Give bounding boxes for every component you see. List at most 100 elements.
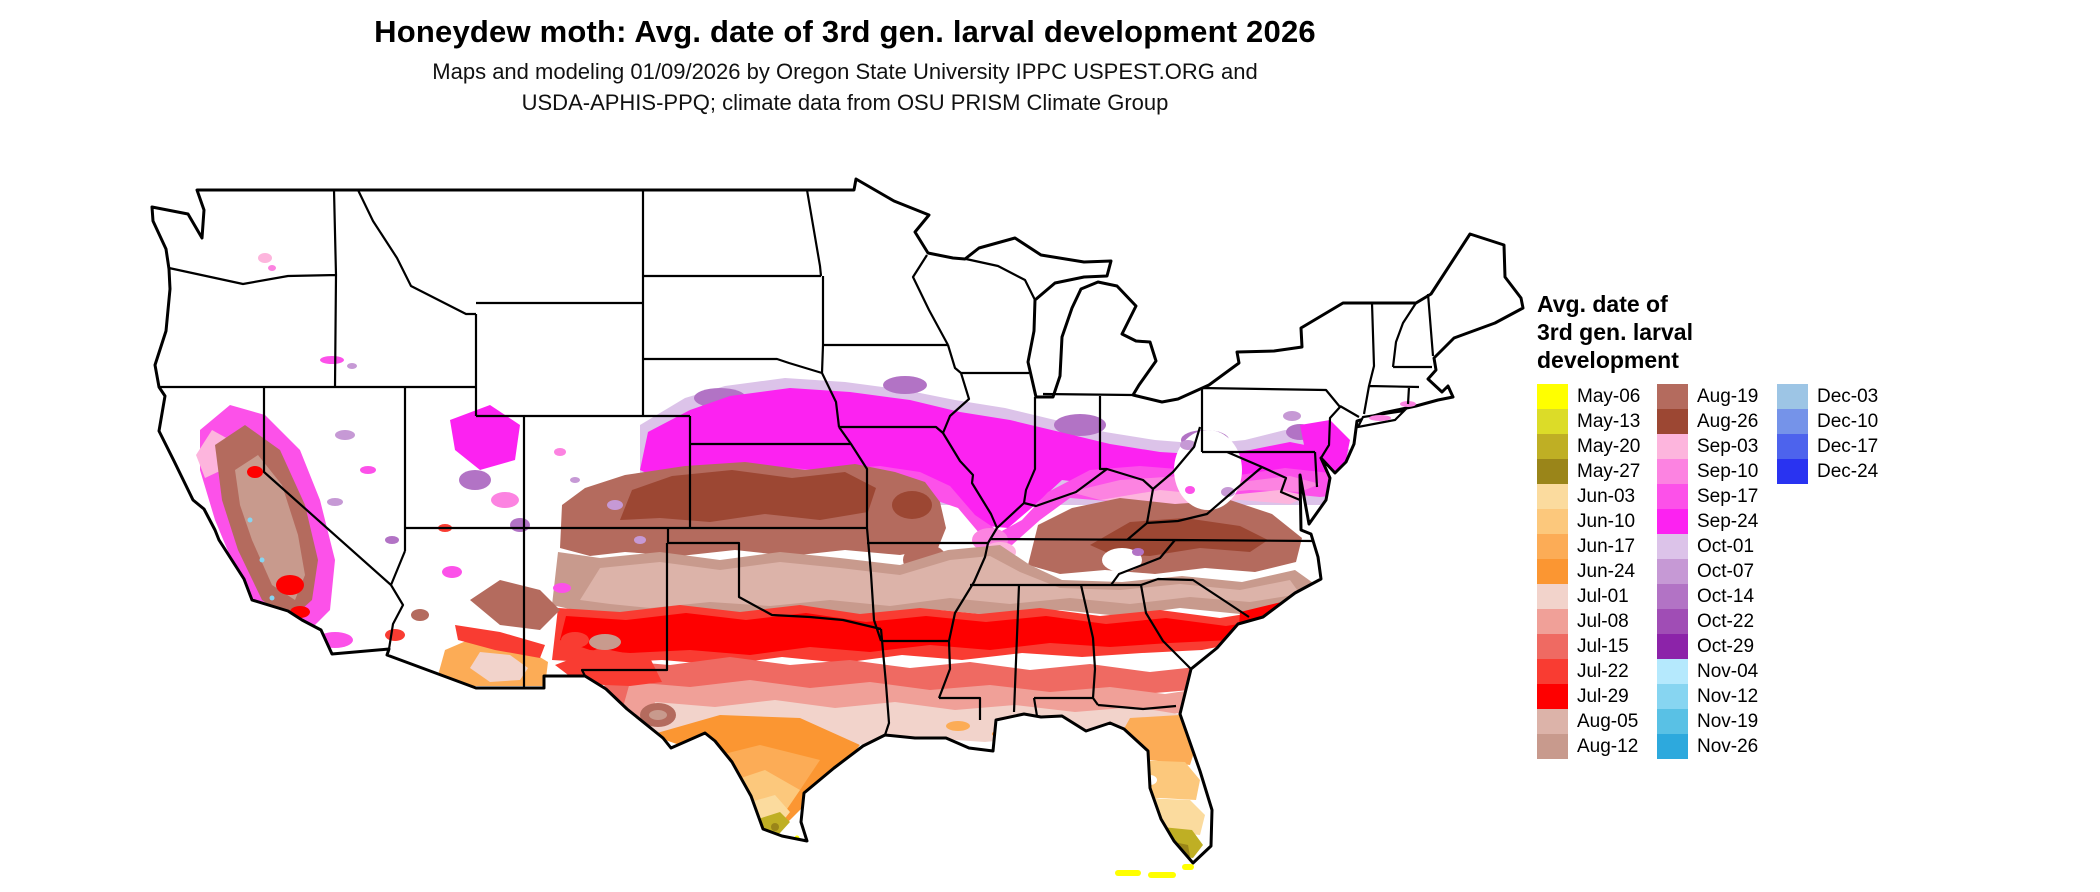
- legend-label: Jul-08: [1577, 610, 1629, 632]
- legend-item: Jul-22: [1537, 659, 1657, 684]
- legend-swatch: [1537, 709, 1568, 734]
- legend-column-1: May-06 May-13 May-20 May-27 Jun-03 Jun-1…: [1537, 384, 1657, 759]
- legend-item: Dec-10: [1777, 409, 1897, 434]
- legend-item: Nov-26: [1657, 734, 1777, 759]
- legend-swatch: [1537, 684, 1568, 709]
- florida-keys: [1115, 864, 1194, 878]
- legend-item: Aug-26: [1657, 409, 1777, 434]
- legend-label: Oct-29: [1697, 635, 1755, 657]
- subtitle-line-1: Maps and modeling 01/09/2026 by Oregon S…: [432, 59, 1258, 84]
- legend-item: Aug-19: [1657, 384, 1777, 409]
- legend-item: Dec-17: [1777, 434, 1897, 459]
- legend-swatch: [1777, 459, 1808, 484]
- legend-swatch: [1777, 409, 1808, 434]
- legend-label: Jul-29: [1577, 685, 1629, 707]
- legend-item: Sep-03: [1657, 434, 1777, 459]
- map-title: Honeydew moth: Avg. date of 3rd gen. lar…: [374, 14, 1316, 49]
- legend-column-2: Aug-19 Aug-26 Sep-03 Sep-10 Sep-17 Sep-2…: [1657, 384, 1777, 759]
- legend-item: May-13: [1537, 409, 1657, 434]
- legend-swatch: [1777, 434, 1808, 459]
- legend-item: Oct-01: [1657, 534, 1777, 559]
- legend-label: Jul-01: [1577, 585, 1629, 607]
- legend-label: Oct-22: [1697, 610, 1755, 632]
- us-outline: [150, 177, 1525, 865]
- legend-swatch: [1537, 534, 1568, 559]
- legend-item: Dec-03: [1777, 384, 1897, 409]
- legend-item: May-20: [1537, 434, 1657, 459]
- legend-label: Sep-24: [1697, 510, 1759, 532]
- legend-column-3: Dec-03 Dec-10 Dec-17 Dec-24: [1777, 384, 1897, 759]
- legend-label: Jul-22: [1577, 660, 1629, 682]
- legend-item: May-06: [1537, 384, 1657, 409]
- legend-label: Jun-24: [1577, 560, 1636, 582]
- legend-label: Nov-12: [1697, 685, 1759, 707]
- legend-item: Jun-03: [1537, 484, 1657, 509]
- legend-item: Oct-14: [1657, 584, 1777, 609]
- legend-swatch: [1537, 634, 1568, 659]
- legend-item: Jul-01: [1537, 584, 1657, 609]
- legend-swatch: [1537, 734, 1568, 759]
- legend-label: Nov-26: [1697, 735, 1759, 757]
- legend-label: Dec-24: [1817, 460, 1879, 482]
- legend-item: Oct-22: [1657, 609, 1777, 634]
- legend-item: Oct-07: [1657, 559, 1777, 584]
- map-subtitle: Maps and modeling 01/09/2026 by Oregon S…: [0, 56, 1690, 118]
- legend-swatch: [1657, 459, 1688, 484]
- legend-swatch: [1657, 684, 1688, 709]
- legend-item: Sep-10: [1657, 459, 1777, 484]
- legend-item: May-27: [1537, 459, 1657, 484]
- legend-swatch: [1537, 559, 1568, 584]
- legend-label: Sep-10: [1697, 460, 1759, 482]
- legend-label: Dec-03: [1817, 385, 1879, 407]
- legend-swatch: [1537, 509, 1568, 534]
- legend-swatch: [1657, 659, 1688, 684]
- subtitle-line-2: USDA-APHIS-PPQ; climate data from OSU PR…: [521, 90, 1169, 115]
- legend-item: Jul-08: [1537, 609, 1657, 634]
- legend-swatch: [1537, 434, 1568, 459]
- legend-label: Aug-12: [1577, 735, 1639, 757]
- legend-label: Jun-17: [1577, 535, 1636, 557]
- legend-title-line-1: Avg. date of: [1537, 291, 1668, 317]
- legend-item: Jun-24: [1537, 559, 1657, 584]
- legend-label: Jul-15: [1577, 635, 1629, 657]
- legend-label: Oct-01: [1697, 535, 1755, 557]
- legend-item: Jul-15: [1537, 634, 1657, 659]
- legend-swatch: [1657, 434, 1688, 459]
- legend-label: Jun-03: [1577, 485, 1636, 507]
- legend-item: Dec-24: [1777, 459, 1897, 484]
- legend-item: Jul-29: [1537, 684, 1657, 709]
- legend-swatch: [1537, 409, 1568, 434]
- legend-item: Jun-17: [1537, 534, 1657, 559]
- legend-label: Aug-19: [1697, 385, 1759, 407]
- legend-columns: May-06 May-13 May-20 May-27 Jun-03 Jun-1…: [1537, 384, 2097, 759]
- legend-label: May-13: [1577, 410, 1641, 432]
- legend-swatch: [1657, 734, 1688, 759]
- legend-label: Sep-17: [1697, 485, 1759, 507]
- legend-label: Jun-10: [1577, 510, 1636, 532]
- legend-swatch: [1657, 509, 1688, 534]
- legend-label: May-27: [1577, 460, 1641, 482]
- legend-swatch: [1537, 384, 1568, 409]
- legend-label: Aug-05: [1577, 710, 1639, 732]
- legend: Avg. date of 3rd gen. larval development…: [1537, 290, 2097, 759]
- legend-label: Nov-04: [1697, 660, 1759, 682]
- legend-swatch: [1537, 484, 1568, 509]
- legend-swatch: [1537, 584, 1568, 609]
- legend-label: Oct-14: [1697, 585, 1755, 607]
- legend-swatch: [1657, 584, 1688, 609]
- header: Honeydew moth: Avg. date of 3rd gen. lar…: [0, 14, 1690, 118]
- legend-swatch: [1657, 609, 1688, 634]
- legend-swatch: [1657, 534, 1688, 559]
- legend-item: Sep-24: [1657, 509, 1777, 534]
- legend-item: Nov-19: [1657, 709, 1777, 734]
- legend-item: Nov-12: [1657, 684, 1777, 709]
- legend-label: May-20: [1577, 435, 1641, 457]
- legend-item: Jun-10: [1537, 509, 1657, 534]
- legend-swatch: [1657, 634, 1688, 659]
- map-color-field: [196, 253, 1368, 860]
- legend-label: Dec-10: [1817, 410, 1879, 432]
- legend-label: Dec-17: [1817, 435, 1879, 457]
- legend-swatch: [1657, 559, 1688, 584]
